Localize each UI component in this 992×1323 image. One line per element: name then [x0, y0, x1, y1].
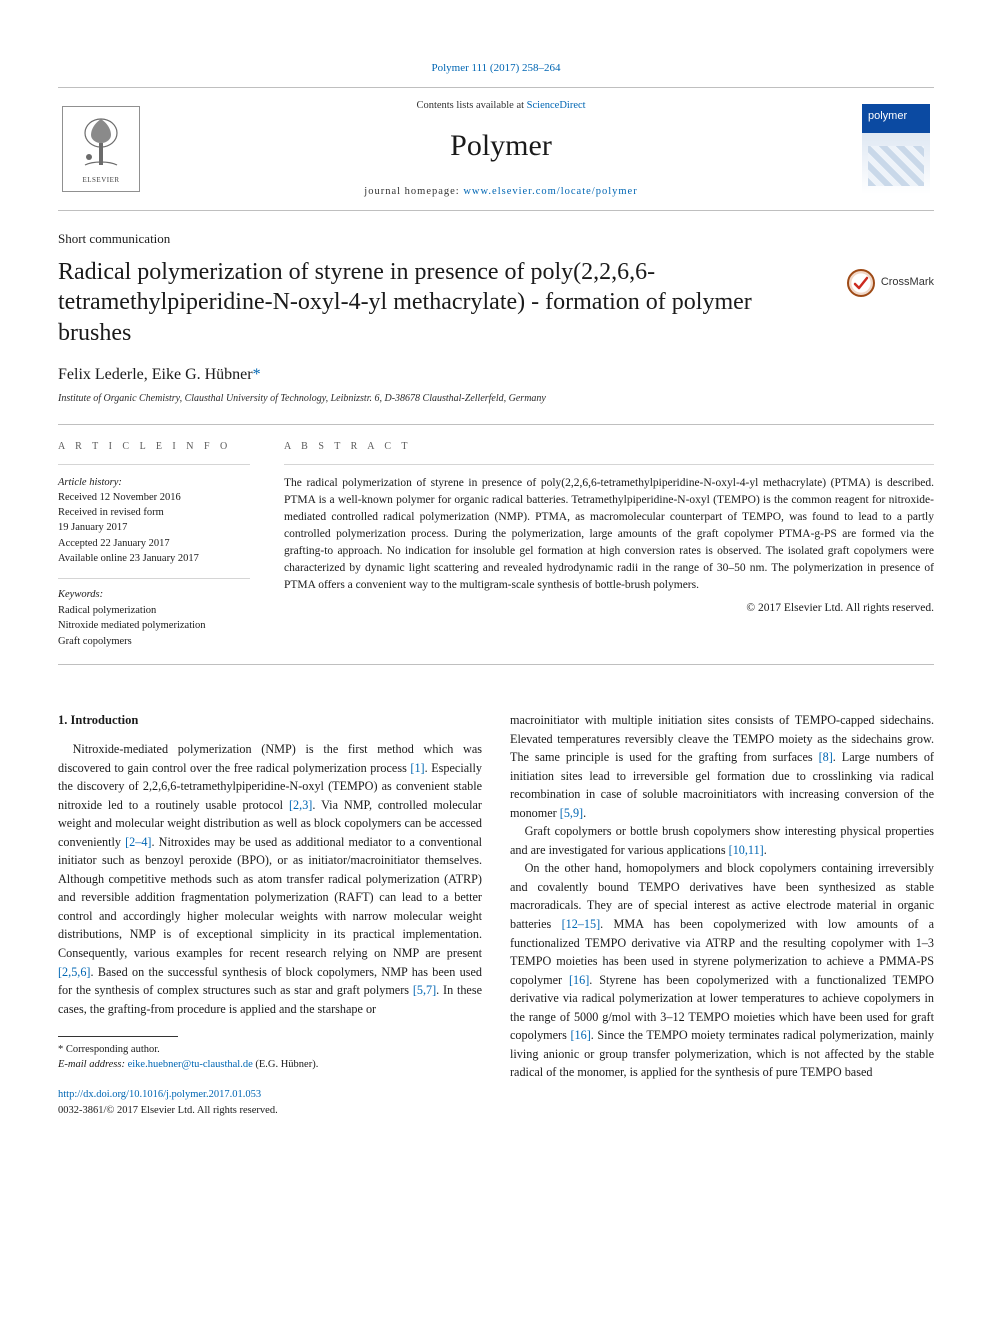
body-text: .: [583, 806, 586, 820]
citation-link[interactable]: [12–15]: [562, 917, 601, 931]
elsevier-logo: ELSEVIER: [62, 106, 140, 192]
journal-name: Polymer: [154, 123, 848, 168]
history-title: Article history:: [58, 475, 250, 490]
issn-copyright: 0032-3861/© 2017 Elsevier Ltd. All right…: [58, 1103, 482, 1119]
section-heading: 1. Introduction: [58, 711, 482, 730]
journal-homepage: journal homepage: www.elsevier.com/locat…: [154, 184, 848, 200]
history-line: Received in revised form: [58, 505, 250, 520]
homepage-link[interactable]: www.elsevier.com/locate/polymer: [463, 186, 637, 197]
copyright: © 2017 Elsevier Ltd. All rights reserved…: [284, 600, 934, 617]
body-columns: 1. Introduction Nitroxide-mediated polym…: [58, 711, 934, 1118]
journal-cover-thumb: polymer: [862, 104, 930, 194]
citation-link[interactable]: [1]: [410, 761, 424, 775]
contents-available: Contents lists available at ScienceDirec…: [154, 98, 848, 114]
abstract-head: A B S T R A C T: [284, 439, 934, 454]
citation-link[interactable]: [2,3]: [289, 798, 312, 812]
history-line: Received 12 November 2016: [58, 490, 250, 505]
body-paragraph: Nitroxide-mediated polymerization (NMP) …: [58, 740, 482, 1018]
article-history: Article history: Received 12 November 20…: [58, 475, 250, 566]
rule-keywords: [58, 578, 250, 579]
citation-link[interactable]: [5,9]: [560, 806, 583, 820]
homepage-prefix: journal homepage:: [364, 186, 463, 197]
keyword: Graft copolymers: [58, 634, 250, 650]
meta-row: A R T I C L E I N F O Article history: R…: [58, 425, 934, 665]
corresponding-footnote: * Corresponding author. E-mail address: …: [58, 1043, 482, 1072]
sciencedirect-link[interactable]: ScienceDirect: [527, 100, 586, 111]
contents-prefix: Contents lists available at: [416, 100, 526, 111]
body-text: Graft copolymers or bottle brush copolym…: [510, 824, 934, 857]
elsevier-wordmark: ELSEVIER: [82, 175, 119, 186]
authors: Felix Lederle, Eike G. Hübner*: [58, 363, 934, 387]
keyword: Radical polymerization: [58, 603, 250, 619]
journal-reference: Polymer 111 (2017) 258–264: [58, 60, 934, 77]
abstract-text: The radical polymerization of styrene in…: [284, 475, 934, 594]
citation-link[interactable]: [8]: [819, 750, 833, 764]
article-title: Radical polymerization of styrene in pre…: [58, 257, 827, 349]
citation-link[interactable]: [10,11]: [729, 843, 764, 857]
doi-link[interactable]: http://dx.doi.org/10.1016/j.polymer.2017…: [58, 1089, 261, 1100]
crossmark-widget[interactable]: CrossMark: [847, 269, 934, 297]
history-line: 19 January 2017: [58, 520, 250, 535]
email-label: E-mail address:: [58, 1059, 128, 1070]
email-link[interactable]: eike.huebner@tu-clausthal.de: [128, 1059, 253, 1070]
citation-link[interactable]: [2,5,6]: [58, 965, 91, 979]
article-info-head: A R T I C L E I N F O: [58, 439, 250, 454]
email-paren: (E.G. Hübner).: [253, 1059, 319, 1070]
rule-info: [58, 464, 250, 465]
body-paragraph: On the other hand, homopolymers and bloc…: [510, 859, 934, 1082]
rule-abstract: [284, 464, 934, 465]
header-center: Contents lists available at ScienceDirec…: [154, 98, 848, 201]
keywords: Keywords: Radical polymerization Nitroxi…: [58, 587, 250, 650]
journal-reference-link[interactable]: Polymer 111 (2017) 258–264: [431, 62, 560, 74]
body-text: . Nitroxides may be used as additional m…: [58, 835, 482, 960]
citation-link[interactable]: [2–4]: [125, 835, 151, 849]
citation-link[interactable]: [16]: [569, 973, 589, 987]
keyword: Nitroxide mediated polymerization: [58, 618, 250, 634]
author-2: Eike G. Hübner: [152, 366, 253, 383]
citation-link[interactable]: [5,7]: [413, 983, 436, 997]
author-1: Felix Lederle,: [58, 366, 152, 383]
corr-author-label: * Corresponding author.: [58, 1043, 482, 1058]
body-text: .: [764, 843, 767, 857]
history-line: Available online 23 January 2017: [58, 551, 250, 566]
corresponding-marker[interactable]: *: [253, 366, 261, 383]
journal-header: ELSEVIER Contents lists available at Sci…: [58, 87, 934, 212]
footnote-separator: [58, 1036, 178, 1037]
keywords-title: Keywords:: [58, 587, 250, 603]
article-info-col: A R T I C L E I N F O Article history: R…: [58, 425, 256, 664]
elsevier-tree-icon: [71, 113, 131, 173]
footer-block: http://dx.doi.org/10.1016/j.polymer.2017…: [58, 1087, 482, 1119]
crossmark-icon: [847, 269, 875, 297]
article-type: Short communication: [58, 229, 934, 249]
history-line: Accepted 22 January 2017: [58, 536, 250, 551]
cover-title: polymer: [868, 108, 907, 125]
body-paragraph: macroinitiator with multiple initiation …: [510, 711, 934, 822]
body-paragraph: Graft copolymers or bottle brush copolym…: [510, 822, 934, 859]
affiliation: Institute of Organic Chemistry, Claustha…: [58, 391, 934, 406]
crossmark-label: CrossMark: [881, 274, 934, 291]
abstract-col: A B S T R A C T The radical polymerizati…: [284, 425, 934, 664]
citation-link[interactable]: [16]: [570, 1028, 590, 1042]
cover-art: [868, 146, 924, 186]
